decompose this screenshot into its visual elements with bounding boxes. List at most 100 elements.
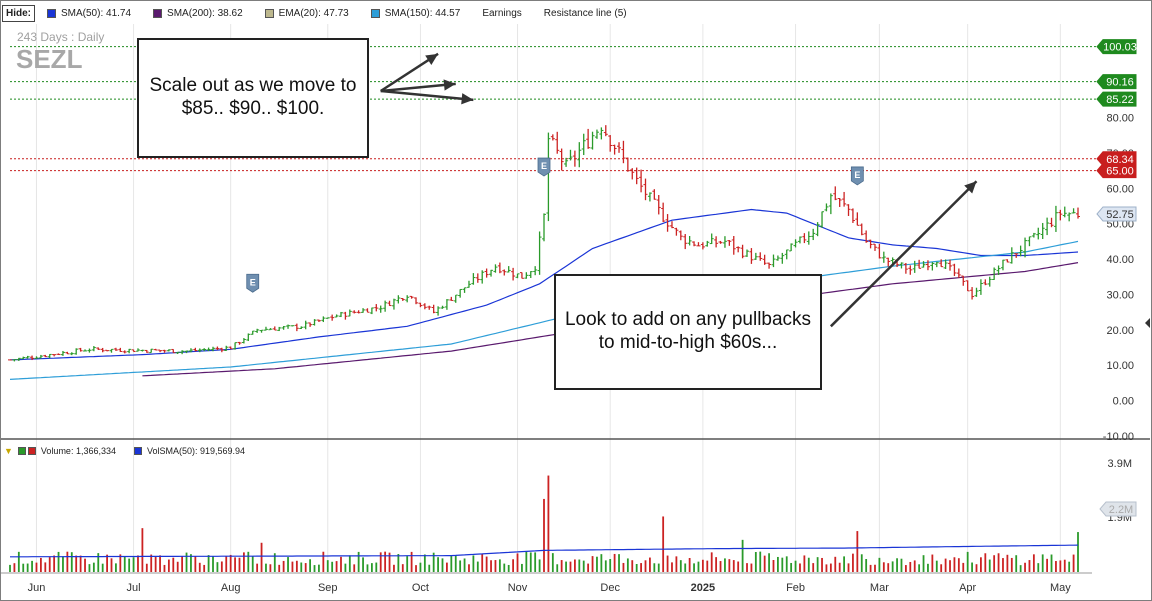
candle-72 — [325, 317, 330, 319]
candle-181 — [806, 231, 811, 245]
candle-122 — [546, 132, 551, 222]
candle-40 — [184, 350, 189, 354]
candle-15 — [74, 348, 79, 355]
legend-sma50[interactable]: SMA(50): 41.74 — [47, 8, 131, 19]
x-axis-labels: Jun Jul Aug Sep Oct Nov Dec 2025 Feb Mar Apr May — [28, 582, 1072, 594]
candle-142 — [634, 167, 639, 185]
legend-ema20[interactable]: EMA(20): 47.73 — [264, 7, 349, 19]
candle-218 — [970, 287, 975, 300]
candle-160 — [714, 236, 719, 248]
candle-236 — [1049, 217, 1054, 228]
legend-ema20-label: EMA(20): 47.73 — [278, 7, 349, 19]
price-tag-red-0-text: 68.34 — [1106, 154, 1134, 166]
candle-83 — [374, 304, 379, 312]
candle-165 — [736, 246, 741, 253]
candle-18 — [87, 348, 92, 353]
collapse-triangle-icon[interactable]: ▼ — [4, 446, 13, 456]
arrow-shaft — [829, 180, 978, 328]
candle-124 — [555, 131, 560, 154]
annotation-arrow-3 — [829, 180, 978, 328]
legend-sma150[interactable]: SMA(150): 44.57 — [370, 8, 460, 19]
y-axis-labels: 80.0070.0060.0050.0040.0030.0020.0010.00… — [1096, 39, 1150, 524]
candle-64 — [290, 325, 295, 327]
candle-206 — [917, 259, 922, 269]
candle-33 — [153, 348, 158, 351]
candle-17 — [83, 349, 88, 352]
candle-232 — [1031, 232, 1036, 238]
candle-43 — [197, 348, 202, 353]
candle-237 — [1053, 205, 1058, 232]
candle-65 — [294, 323, 299, 332]
candle-42 — [193, 347, 198, 352]
candle-29 — [135, 348, 140, 352]
legend-ema20-swatch — [264, 8, 274, 18]
x-tick-label-nov: Nov — [508, 582, 528, 594]
volume-legend: ▼ Volume: 1,366,334 VolSMA(50): 919,569.… — [4, 444, 245, 458]
y-tick-label: 20.00 — [1106, 325, 1134, 337]
price-tag-green-1-text: 90.16 — [1106, 77, 1134, 89]
volsma-tag-text: 2.2M — [1109, 504, 1133, 516]
candle-137 — [612, 144, 617, 155]
x-tick-label-feb: Feb — [786, 582, 805, 594]
candle-128 — [572, 150, 577, 167]
annotation-arrow-2 — [380, 89, 474, 105]
volume-bars — [9, 475, 1079, 572]
candle-176 — [784, 249, 789, 260]
candle-144 — [643, 178, 648, 201]
candle-88 — [396, 295, 401, 304]
candle-57 — [259, 329, 264, 333]
candle-32 — [149, 348, 154, 354]
candle-134 — [599, 127, 604, 140]
candle-47 — [215, 346, 220, 351]
candle-0 — [8, 359, 12, 361]
earnings-label: E — [250, 277, 256, 287]
candle-6 — [34, 356, 39, 359]
candle-123 — [550, 134, 555, 141]
candle-182 — [811, 228, 816, 241]
candle-207 — [921, 261, 926, 268]
candle-4 — [25, 355, 30, 359]
price-tag-red-1-text: 65.00 — [1106, 166, 1134, 178]
earnings-label: E — [541, 161, 547, 171]
legend-resistance[interactable]: Resistance line (5) — [544, 8, 627, 19]
candle-109 — [489, 269, 494, 277]
candle-145 — [647, 192, 652, 202]
candle-73 — [330, 314, 335, 321]
candle-198 — [881, 251, 886, 263]
candle-174 — [775, 255, 780, 261]
y-tick-label: 40.00 — [1106, 254, 1134, 266]
candle-111 — [497, 262, 502, 274]
price-tag-green-0: 100.03 — [1096, 39, 1137, 55]
earnings-marker-1: E — [537, 157, 551, 177]
x-tick-label-dec: Dec — [600, 582, 620, 594]
candle-148 — [661, 202, 666, 223]
candle-195 — [868, 239, 873, 249]
arrow-head-icon — [461, 93, 474, 105]
candle-44 — [202, 348, 207, 352]
candle-12 — [60, 350, 65, 356]
candle-180 — [802, 233, 807, 244]
candle-127 — [568, 149, 573, 161]
candle-167 — [745, 249, 750, 257]
candle-210 — [934, 261, 939, 268]
candle-126 — [564, 157, 569, 167]
hide-button[interactable]: Hide: — [2, 4, 35, 22]
candle-192 — [855, 212, 860, 226]
candle-187 — [833, 186, 838, 201]
candle-105 — [471, 273, 476, 285]
legend-resistance-label: Resistance line (5) — [543, 7, 627, 19]
candle-60 — [272, 326, 277, 331]
candle-155 — [692, 241, 697, 247]
candle-228 — [1014, 253, 1019, 258]
candle-171 — [762, 254, 767, 265]
candle-82 — [369, 307, 374, 315]
annotation-arrow-0 — [380, 52, 439, 93]
legend-earnings[interactable]: Earnings — [482, 8, 521, 19]
candle-102 — [458, 288, 463, 298]
earnings-markers: E E E — [246, 157, 864, 293]
candle-1 — [12, 359, 17, 362]
legend-sma200[interactable]: SMA(200): 38.62 — [153, 8, 243, 19]
candle-54 — [246, 333, 251, 342]
price-tag-green-1-box — [1096, 74, 1137, 90]
